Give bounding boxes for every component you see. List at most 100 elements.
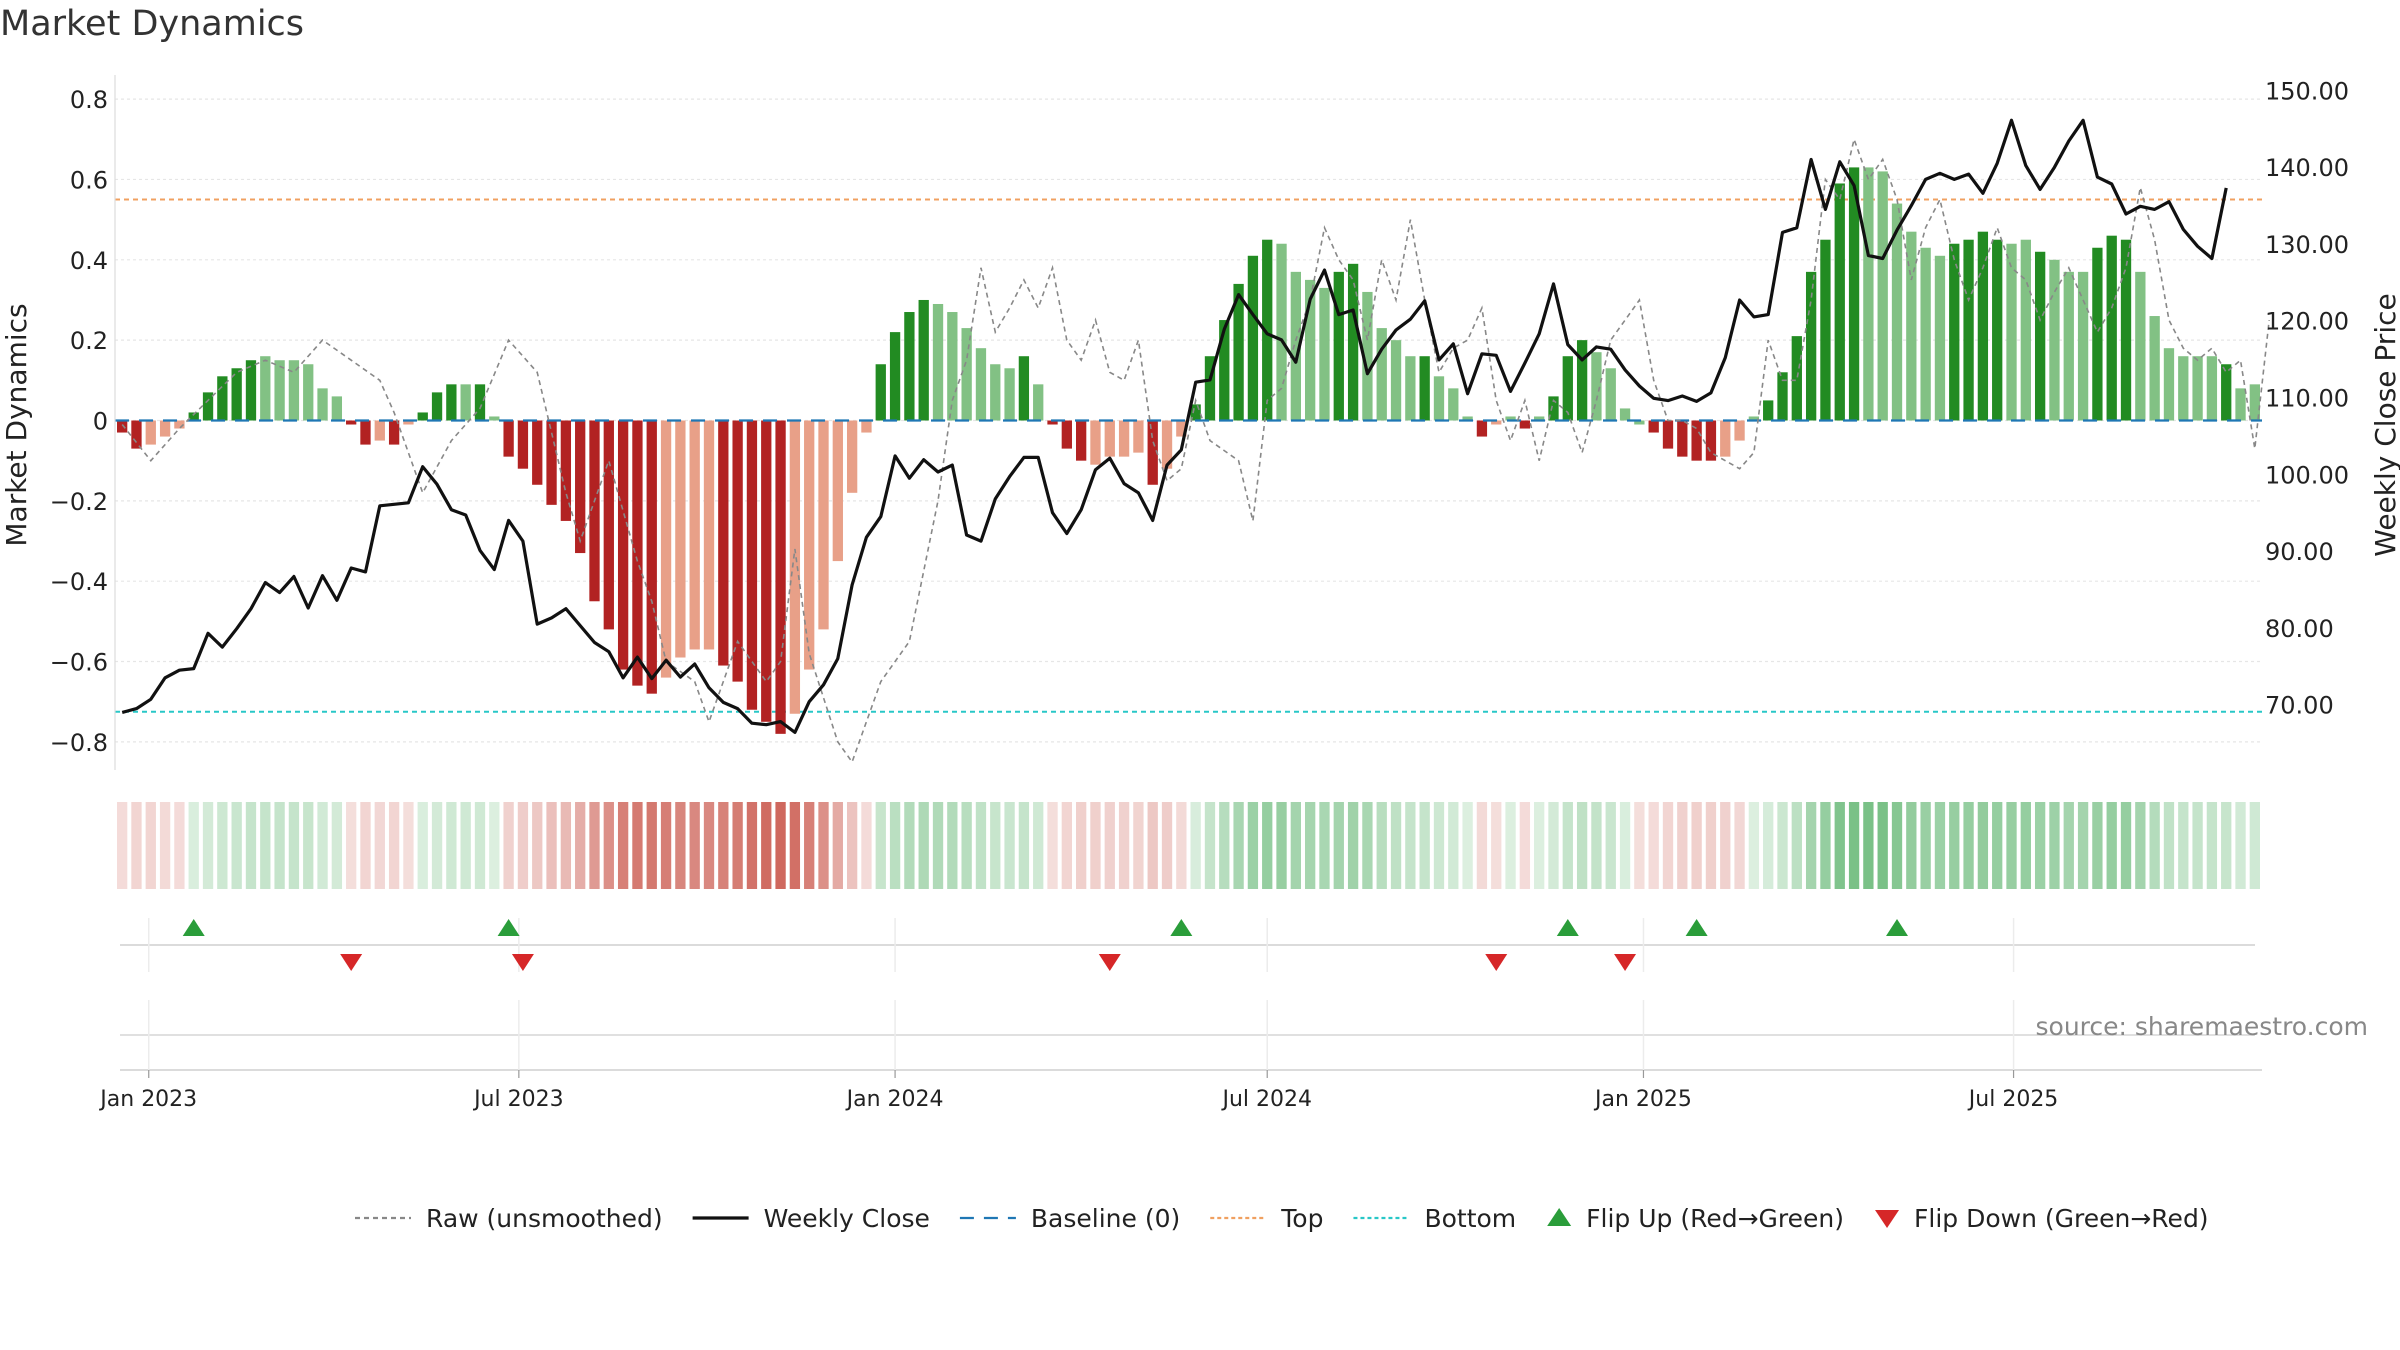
dynamics-bar (145, 420, 156, 445)
strip-cell (331, 802, 343, 889)
dynamics-bar (1934, 255, 1946, 421)
dynamics-bar (2206, 356, 2218, 421)
right-tick-label: 100.00 (2265, 461, 2349, 489)
dynamics-bar (1190, 404, 1201, 421)
strip-cell (546, 802, 557, 889)
reference-lines (115, 198, 2262, 713)
strip-cell (1448, 802, 1459, 889)
flip-down-marker (1614, 954, 1637, 971)
strip-cell (575, 802, 586, 889)
legend-item: Weekly Close (692, 1204, 930, 1233)
strip-cell (1276, 802, 1287, 889)
legend-label: Flip Up (Red→Green) (1586, 1204, 1844, 1233)
dynamics-bar (975, 348, 987, 421)
legend-marker-down (1875, 1210, 1900, 1228)
strip-cell (131, 802, 142, 889)
dynamics-bar (374, 420, 385, 441)
legend-label: Weekly Close (764, 1204, 930, 1233)
strip-cell (1047, 802, 1058, 889)
strip-cell (1018, 802, 1030, 889)
left-tick-label: 0.4 (70, 247, 108, 275)
strip-cell (1161, 802, 1173, 889)
left-axis-label: Market Dynamics (0, 303, 33, 546)
strip-cell (1934, 802, 1946, 889)
dynamics-bar (589, 420, 600, 602)
flip-up-marker (497, 919, 520, 936)
dynamics-bar (1075, 420, 1087, 461)
dynamics-bar (718, 420, 729, 666)
dynamics-bar (2020, 239, 2031, 421)
dynamics-bar (1319, 287, 1330, 421)
strip-cell (632, 802, 643, 889)
strip-cell (1548, 802, 1559, 889)
strip-cell (1061, 802, 1072, 889)
strip-cell (159, 802, 171, 889)
dynamics-bar (159, 420, 171, 437)
dynamics-bar (1534, 416, 1545, 421)
strip-cell (1147, 802, 1158, 889)
strip-cell (388, 802, 400, 889)
strip-cell (2149, 802, 2160, 889)
strip-cell (932, 802, 944, 889)
right-tick-label: 140.00 (2265, 154, 2349, 182)
dynamics-bar (431, 392, 443, 421)
dynamics-bar (918, 299, 929, 421)
strip-cell (904, 802, 915, 889)
dynamics-bar (1734, 420, 1745, 441)
dynamics-bar (517, 420, 529, 469)
strip-cell (2192, 802, 2203, 889)
dynamics-bar (1748, 416, 1760, 421)
dynamics-bar (2163, 348, 2175, 421)
dynamics-bar (1605, 368, 1616, 421)
dynamics-bar (1619, 408, 1631, 421)
dynamics-bar (947, 312, 958, 421)
dynamics-bar (2149, 316, 2160, 421)
dynamics-bar (1290, 271, 1302, 421)
strip-cell (732, 802, 743, 889)
left-axis: 0.8 0.6 0.4 0.2 0 −0.2 −0.4 −0.6 −0.8 (50, 75, 116, 770)
dynamics-bar (1906, 231, 1917, 421)
dynamics-bar (1376, 328, 1387, 421)
strip-cell (560, 802, 572, 889)
flip-down-marker (340, 954, 363, 971)
strip-cell (231, 802, 242, 889)
strip-cell (2034, 802, 2046, 889)
strip-cell (689, 802, 700, 889)
legend: Raw (unsmoothed) Weekly Close Baseline (0)… (355, 1204, 2209, 1233)
x-axis: Jan 2023 Jul 2023 Jan 2024 Jul 2024 Jan 2025… (98, 1070, 2058, 1112)
dynamics-bar (2178, 356, 2189, 421)
dynamics-bar (646, 420, 657, 694)
dynamics-bar (1133, 420, 1144, 453)
dynamics-bar (1505, 416, 1516, 421)
x-tick-label: Jan 2025 (1593, 1087, 1692, 1112)
x-tick-label: Jul 2025 (1967, 1087, 2059, 1112)
dynamics-bar (603, 420, 614, 630)
strip-cell (1319, 802, 1330, 889)
strip-cell (460, 802, 471, 889)
strip-cell (918, 802, 929, 889)
strip-cell (947, 802, 958, 889)
dynamics-bar (1305, 279, 1316, 421)
dynamics-bar (1562, 356, 1573, 421)
strip-cell (1390, 802, 1402, 889)
strip-cell (1534, 802, 1545, 889)
dynamics-bar (2235, 388, 2246, 421)
strip-cell (1777, 802, 1788, 889)
dynamics-bar (961, 328, 972, 421)
dynamics-bar (1061, 420, 1072, 449)
dynamics-bar (360, 420, 371, 445)
strip-cell (990, 802, 1001, 889)
strip-cell (1863, 802, 1874, 889)
dynamics-bar (1891, 203, 1903, 421)
left-tick-label: −0.4 (50, 568, 108, 596)
x-tick-label: Jan 2023 (98, 1087, 197, 1112)
dynamics-bar (1777, 372, 1788, 421)
strip-cell (117, 802, 128, 889)
dynamics-bar (1662, 420, 1674, 449)
strip-cell (174, 802, 185, 889)
strip-cell (1204, 802, 1216, 889)
raw-line (121, 136, 2270, 764)
right-tick-label: 90.00 (2265, 538, 2334, 566)
right-tick-label: 110.00 (2265, 385, 2349, 413)
strip-cell (217, 802, 228, 889)
